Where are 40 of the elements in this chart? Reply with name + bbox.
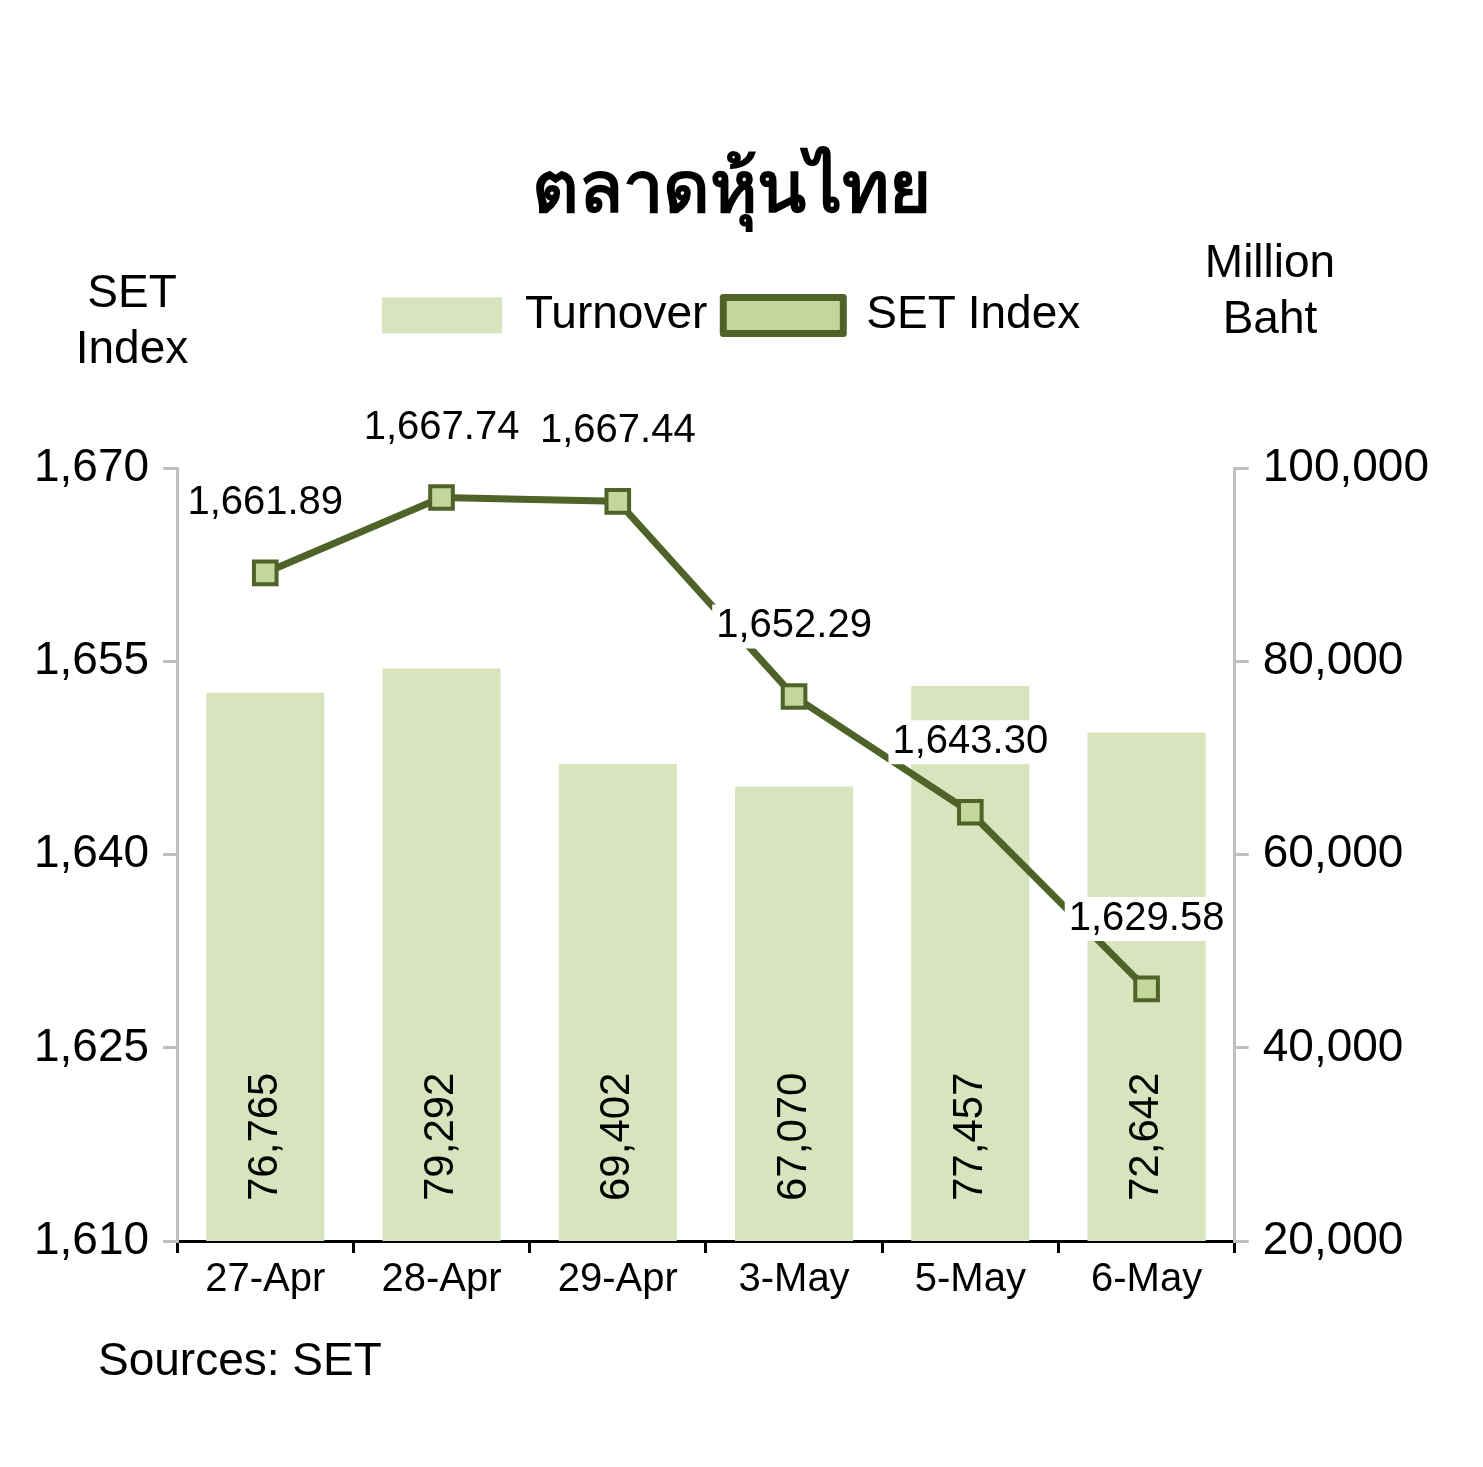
data-label: 76,765	[238, 1072, 286, 1201]
point	[957, 798, 984, 826]
data-label: 77,457	[943, 1072, 991, 1201]
point	[428, 484, 455, 511]
data-label: 1,667.74	[363, 402, 520, 447]
point	[1133, 975, 1160, 1003]
y-tick-label: 1,640	[33, 825, 150, 878]
y2-axis-title: Million Baht	[1204, 235, 1336, 344]
data-label: 69,402	[591, 1072, 639, 1201]
x-tick-label: 27-Apr	[205, 1255, 326, 1300]
data-label: 1,643.30	[892, 717, 1049, 762]
y-tick-label: 1,655	[33, 632, 150, 685]
x-tick-label: 3-May	[738, 1255, 850, 1300]
data-label: 67,070	[767, 1072, 815, 1201]
data-label: 79,292	[415, 1072, 463, 1201]
data-label: 72,642	[1120, 1072, 1168, 1201]
y2-tick-label: 40,000	[1262, 1018, 1404, 1071]
y-tick-label: 1,610	[33, 1211, 150, 1264]
y2-tick-label: 60,000	[1262, 825, 1404, 878]
source-note: Sources: SET	[98, 1332, 382, 1385]
x-tick-label: 28-Apr	[381, 1255, 502, 1300]
x-tick-label: 5-May	[914, 1255, 1026, 1300]
data-label: 1,661.89	[187, 477, 344, 522]
point	[251, 559, 279, 587]
legend-label: SET Index	[866, 286, 1081, 339]
data-label: 1,652.29	[716, 601, 872, 646]
y-tick-label: 1,670	[33, 439, 150, 492]
point	[780, 683, 808, 710]
y-axis-title: SET Index	[75, 265, 189, 374]
data-label: 1,667.44	[539, 406, 696, 451]
chart-title: ตลาดหุ้นไทย	[532, 144, 931, 233]
x-tick-label: 6-May	[1091, 1255, 1203, 1300]
y-tick-label: 1,625	[33, 1018, 150, 1071]
data-label: 1,629.58	[1068, 893, 1225, 938]
y2-tick-label: 80,000	[1262, 632, 1404, 685]
y2-tick-label: 20,000	[1262, 1211, 1404, 1264]
legend-label: Turnover	[524, 286, 708, 339]
y2-tick-label: 100,000	[1262, 439, 1429, 492]
point	[604, 488, 632, 515]
x-tick-label: 29-Apr	[557, 1255, 678, 1300]
